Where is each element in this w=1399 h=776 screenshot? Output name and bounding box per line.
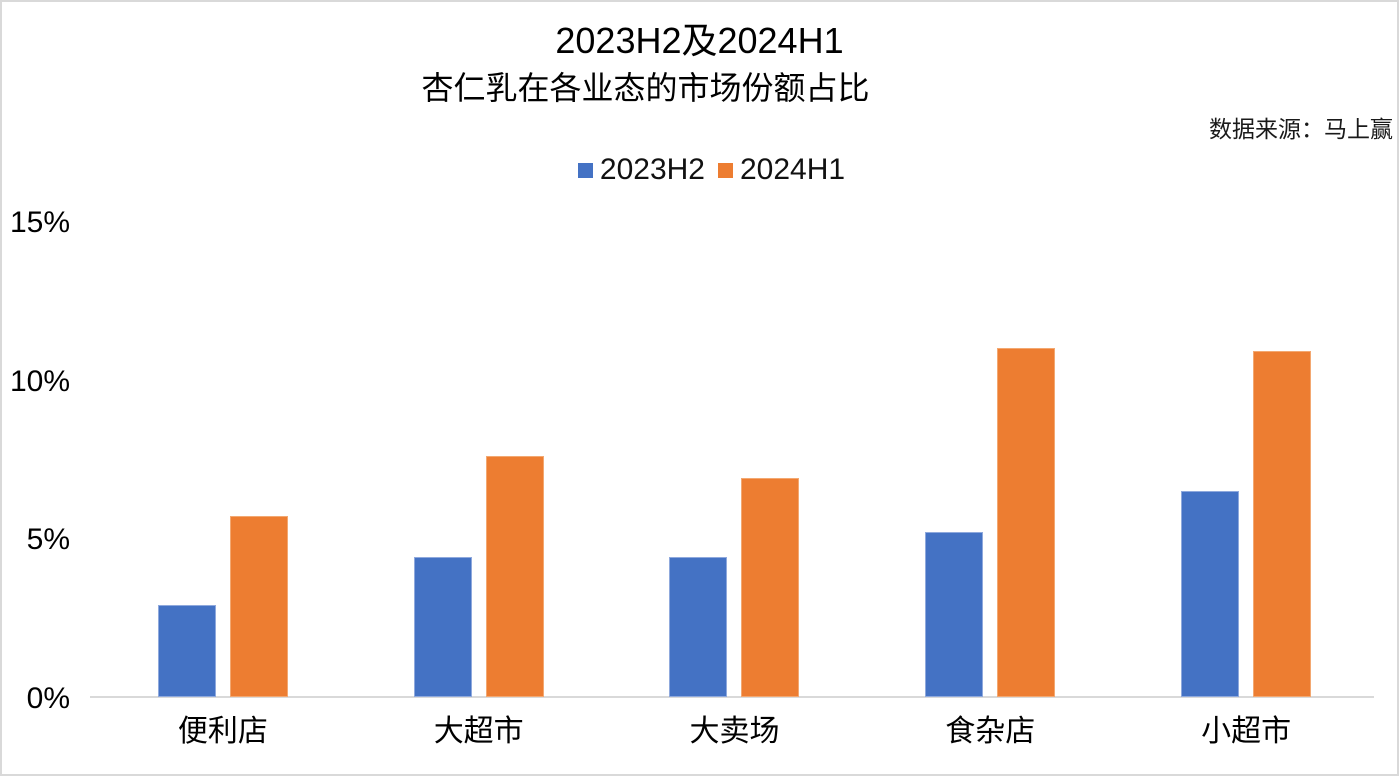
legend: 2023H2 2024H1: [14, 153, 1397, 187]
y-axis-tick-label: 0%: [26, 682, 70, 715]
y-axis-tick-label: 5%: [26, 523, 70, 556]
data-source-note: 数据来源：马上赢: [1209, 117, 1393, 142]
chart-subtitle: 杏仁乳在各业态的市场份额占比: [421, 70, 870, 106]
y-axis: 0% 5% 10% 15%: [2, 2, 70, 774]
category-group-5: [1118, 2, 1374, 697]
bar-2024H1-4: [997, 348, 1056, 697]
legend-label: 2024H1: [740, 153, 846, 186]
bar-2023H2-5: [1181, 491, 1240, 697]
category-group-4: [862, 2, 1118, 697]
legend-item-2023H2: 2023H2: [577, 153, 705, 187]
y-axis-tick-label: 10%: [9, 365, 70, 398]
bar-2023H2-1: [157, 605, 216, 697]
bar-2024H1-5: [1253, 351, 1312, 697]
category-group-3: [607, 2, 863, 697]
x-axis-category-label: 大卖场: [689, 715, 780, 748]
x-axis-category-label: 小超市: [1201, 715, 1292, 748]
x-axis-line: [90, 696, 1374, 698]
x-axis-labels: 便利店 大超市 大卖场 食杂店 小超市: [95, 713, 1374, 751]
category-group-2: [351, 2, 607, 697]
x-axis-category-label: 大超市: [433, 715, 524, 748]
legend-item-2024H1: 2024H1: [718, 153, 845, 187]
y-axis-tick-label: 15%: [9, 206, 70, 239]
bar-2023H2-2: [413, 557, 472, 697]
bar-2024H1-2: [485, 456, 544, 697]
bar-2023H2-3: [669, 557, 728, 697]
x-axis-category-label: 便利店: [177, 715, 268, 748]
legend-swatch-icon: [577, 162, 593, 178]
legend-swatch-icon: [718, 162, 733, 178]
legend-label: 2023H2: [599, 153, 705, 186]
category-group-1: [95, 2, 351, 697]
bars-area: [95, 2, 1374, 697]
bar-2024H1-3: [741, 478, 800, 697]
chart-title: 2023H2及2024H1: [555, 20, 844, 61]
x-axis-category-label: 食杂店: [945, 715, 1036, 748]
bar-2023H2-4: [925, 532, 984, 697]
bar-2024H1-1: [229, 516, 288, 697]
